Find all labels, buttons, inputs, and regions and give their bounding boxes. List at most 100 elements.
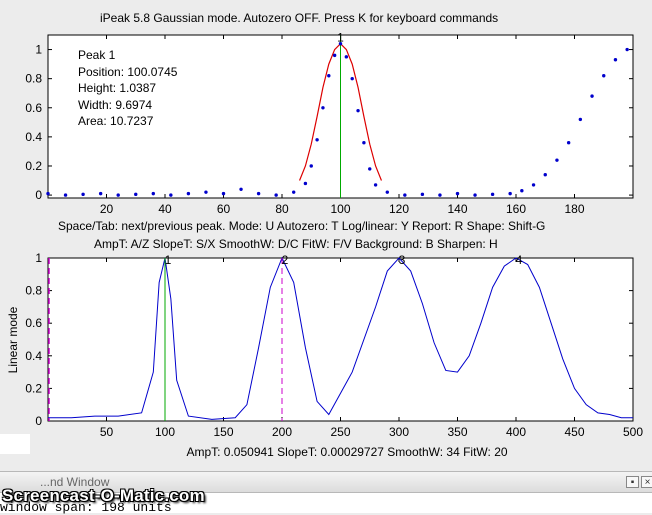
y-tick-label: 0.2 xyxy=(25,159,42,173)
data-point xyxy=(362,140,366,145)
data-point xyxy=(531,183,536,187)
x-tick-label: 200 xyxy=(272,425,292,439)
x-tick-label: 80 xyxy=(275,202,289,216)
peak-height: Height: 1.0387 xyxy=(78,81,157,95)
x-tick-label: 150 xyxy=(213,425,233,439)
data-point xyxy=(420,192,425,197)
data-point xyxy=(204,190,208,194)
data-point xyxy=(315,138,319,142)
data-point xyxy=(373,183,378,187)
data-point xyxy=(555,158,559,162)
x-tick-label: 40 xyxy=(158,202,172,216)
x-tick-label: 100 xyxy=(330,202,350,216)
x-tick-label: 160 xyxy=(506,202,526,216)
data-point xyxy=(473,193,477,197)
data-point xyxy=(169,193,173,197)
x-tick-label: 400 xyxy=(506,425,526,439)
data-point xyxy=(134,192,138,197)
bottom-axis-ticks: 50 100 150 200 250 300 350 400 450 500 0 0.2 0.4 0.6 0… xyxy=(25,251,643,439)
data-point xyxy=(221,191,226,196)
data-point xyxy=(356,108,360,113)
data-point xyxy=(98,191,103,196)
status-line: AmpT: 0.050941 SlopeT: 0.00029727 Smooth… xyxy=(186,445,508,459)
y-tick-label: 0 xyxy=(35,414,42,428)
y-tick-label: 1 xyxy=(35,251,42,265)
command-window-titlebar xyxy=(0,472,652,493)
peak-number-label: 4 xyxy=(516,253,523,267)
data-point xyxy=(385,190,389,194)
x-tick-label: 450 xyxy=(564,425,584,439)
data-point xyxy=(520,189,524,193)
data-point xyxy=(350,76,354,81)
x-tick-label: 250 xyxy=(330,425,350,439)
bottom-plot-area xyxy=(47,257,634,422)
help-line-2: AmpT: A/Z SlopeT: S/X SmoothW: D/C FitW:… xyxy=(94,237,498,251)
top-axis-ticks: 20 40 60 80 100 120 140 160 180 0 0.2 0.4 0.6 0.8 1 xyxy=(25,35,633,216)
x-tick-label: 180 xyxy=(564,202,584,216)
console-output: window span: 198 units xyxy=(0,500,172,515)
data-point xyxy=(590,94,594,98)
x-tick-label: 350 xyxy=(447,425,467,439)
data-point xyxy=(566,140,571,145)
x-tick-label: 300 xyxy=(389,425,409,439)
data-point xyxy=(508,191,512,196)
window-title: iPeak 5.8 Gaussian mode. Autozero OFF. P… xyxy=(100,11,499,25)
y-tick-label: 0.6 xyxy=(25,316,42,330)
minimize-icon[interactable]: ▪ xyxy=(626,476,639,488)
x-tick-label: 500 xyxy=(623,425,643,439)
data-point xyxy=(321,106,325,110)
peak-number-label: 3 xyxy=(399,253,406,267)
bottom-data-marks: 1 2 3 4 xyxy=(48,253,633,421)
data-point xyxy=(116,193,120,197)
data-point xyxy=(625,47,629,52)
help-line-1: Space/Tab: next/previous peak. Mode: U A… xyxy=(58,219,546,233)
data-point xyxy=(303,181,308,186)
data-point xyxy=(543,173,547,177)
x-tick-label: 20 xyxy=(100,202,114,216)
data-point xyxy=(186,191,191,196)
x-tick-label: 100 xyxy=(155,425,175,439)
peak-position: Position: 100.0745 xyxy=(78,64,178,79)
peak-width: Width: 9.6974 xyxy=(78,97,153,112)
data-point xyxy=(602,74,606,78)
data-point xyxy=(338,42,343,46)
y-tick-label: 0.8 xyxy=(25,284,42,298)
peak-area: Area: 10.7237 xyxy=(78,114,154,128)
bottom-y-axis-label: Linear mode xyxy=(6,306,20,373)
data-point xyxy=(344,55,349,59)
peak-number-label: 1 xyxy=(165,253,172,267)
peak-number-label: 1 xyxy=(337,31,344,45)
y-tick-label: 0.6 xyxy=(25,101,42,115)
y-tick-label: 0.4 xyxy=(25,349,42,363)
data-point xyxy=(63,193,68,197)
data-point xyxy=(578,117,583,122)
y-tick-label: 0.8 xyxy=(25,72,42,86)
close-icon[interactable]: × xyxy=(641,476,652,488)
data-point xyxy=(46,191,50,196)
data-point xyxy=(151,191,155,196)
data-point xyxy=(239,187,243,191)
data-point xyxy=(455,191,460,196)
side-panel-edge xyxy=(0,434,30,454)
x-tick-label: 120 xyxy=(389,202,409,216)
x-tick-label: 140 xyxy=(447,202,467,216)
peak-info-panel: Peak 1 Position: 100.0745 Height: 1.0387… xyxy=(78,47,177,130)
data-point xyxy=(309,164,313,168)
command-window-title: ...nd Window xyxy=(40,475,110,489)
data-point xyxy=(368,167,372,171)
signal-line xyxy=(48,256,633,420)
data-point xyxy=(490,192,495,197)
top-data-marks: 1 xyxy=(46,31,629,198)
data-point xyxy=(613,58,618,62)
screencast-watermark: Screencast-O-Matic.com xyxy=(2,486,205,505)
data-point xyxy=(274,193,278,197)
y-tick-label: 0 xyxy=(35,188,42,202)
x-tick-label: 50 xyxy=(100,425,114,439)
y-tick-label: 1 xyxy=(35,43,42,57)
y-tick-label: 0.4 xyxy=(25,130,42,144)
data-point xyxy=(403,193,407,197)
x-tick-label: 60 xyxy=(217,202,231,216)
data-point xyxy=(332,53,337,58)
